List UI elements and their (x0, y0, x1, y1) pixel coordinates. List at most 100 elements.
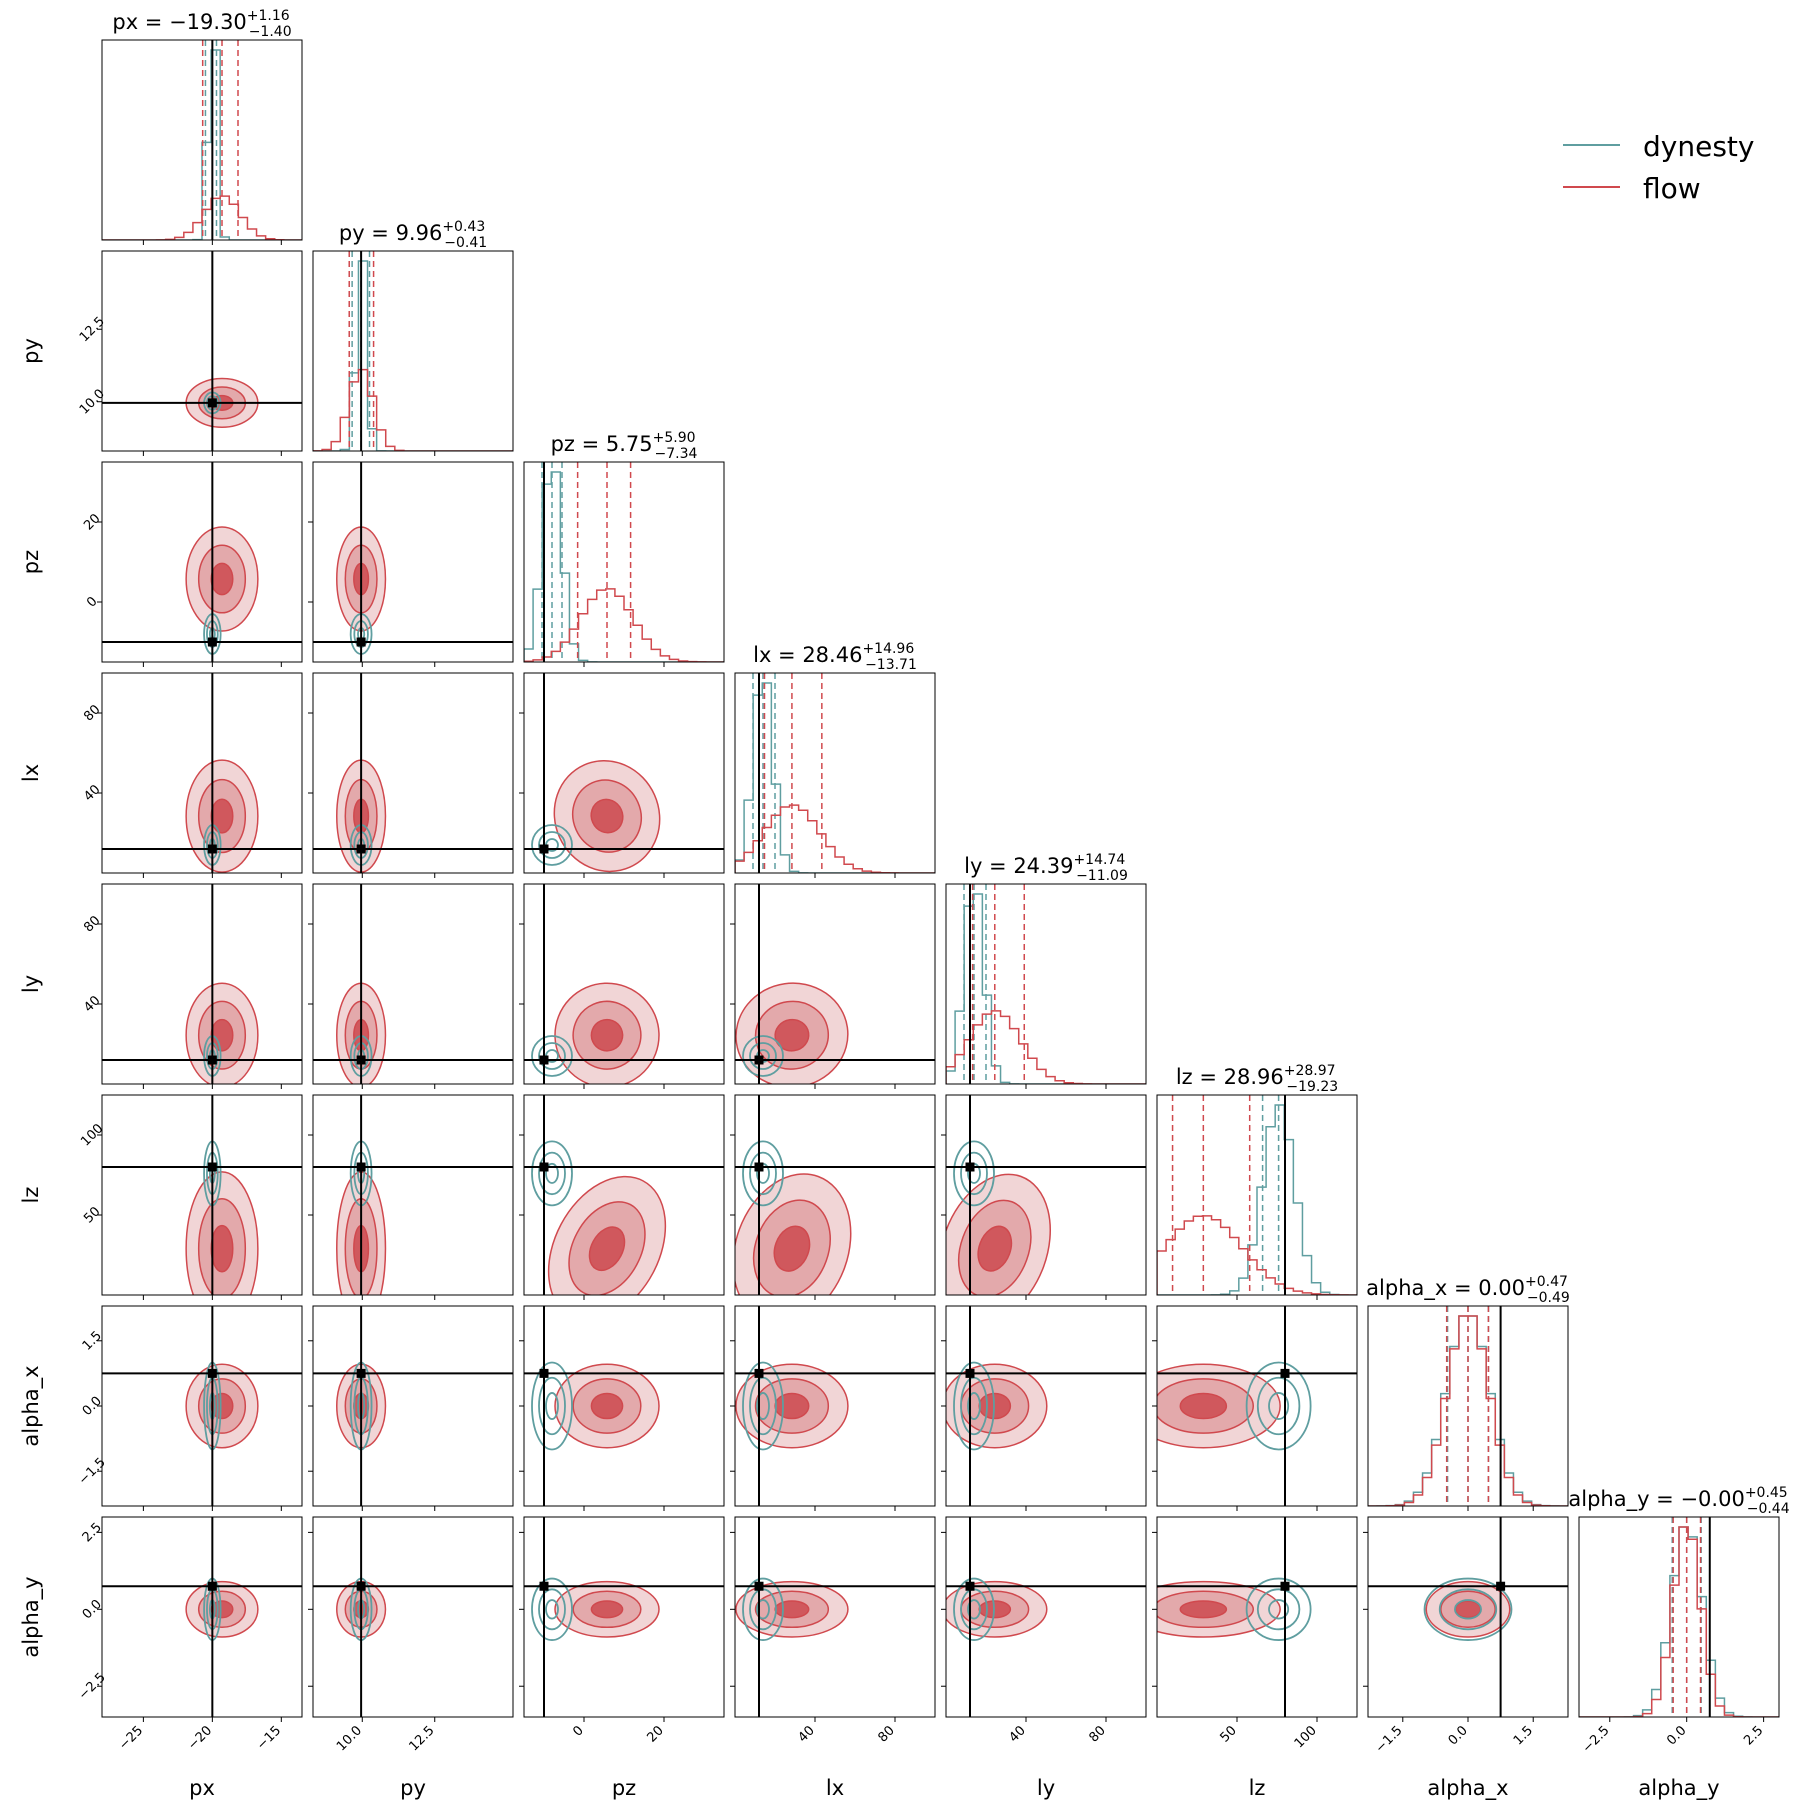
histogram-flow-lz (1157, 1215, 1357, 1295)
truth-marker (539, 1055, 549, 1065)
truth-marker (356, 1055, 366, 1065)
panel-content (313, 1306, 513, 1506)
panel-py-vs-py: py = 9.96+0.43 −0.41 (312, 219, 514, 456)
flow-contour-inner (590, 1018, 624, 1052)
dynesty-contour-0 (531, 824, 573, 866)
truth-marker (965, 1368, 975, 1378)
truth-marker (539, 1581, 549, 1591)
panel-lx-vs-lx: lx = 28.46+14.96 −13.71 (734, 641, 936, 878)
panel-content (102, 1095, 302, 1295)
flow-contour-inner (773, 1225, 811, 1272)
title-plus: +14.96 (862, 641, 914, 657)
panel-px-vs-px: px = −19.30+1.16 −1.40 (101, 8, 303, 245)
legend-label-dynesty: dynesty (1643, 130, 1754, 163)
panel-frame (734, 1516, 936, 1718)
dynesty-contour-1 (538, 1376, 566, 1436)
dynesty-contour-1 (749, 1042, 777, 1070)
panel-content (102, 884, 302, 1084)
title-value: py = 9.96 (339, 221, 442, 245)
truth-marker (539, 1368, 549, 1378)
truth-marker (754, 1055, 764, 1065)
panel-frame (523, 672, 725, 874)
x-axis-label-ly: ly (1037, 1776, 1055, 1800)
dynesty-contour-1 (749, 1151, 777, 1196)
x-axis-label-alpha_y: alpha_y (1638, 1776, 1719, 1801)
dynesty-contour-2 (756, 1599, 770, 1620)
dynesty-contour-1 (538, 1042, 566, 1070)
panel-content (1157, 1306, 1357, 1506)
dynesty-contour-2 (1454, 1599, 1482, 1620)
panel-alpha_y-vs-alpha_y: alpha_y = −0.00+0.45 −0.44−2.5 0.0 2.5 (1568, 1485, 1789, 1756)
dynesty-contour-2 (545, 1599, 559, 1620)
flow-contour-inner (774, 1600, 810, 1619)
panel-content (524, 1517, 724, 1717)
dynesty-contour-0 (531, 1361, 573, 1451)
title-minus: −7.34 (655, 446, 698, 462)
dynesty-contour-2 (967, 1599, 981, 1620)
x-axis-label-lz: lz (1249, 1776, 1266, 1800)
dynesty-contour-2 (1268, 1392, 1290, 1420)
dynesty-contour-2 (545, 1392, 559, 1420)
dynesty-contour-0 (531, 1035, 573, 1077)
histogram-dynesty-px (102, 49, 302, 240)
title-lx: lx = 28.46+14.96 −13.71 (753, 641, 917, 673)
panel-alpha_x-vs-ly (941, 1305, 1147, 1511)
panel-frame (523, 461, 725, 663)
panel-frame (523, 883, 725, 1085)
y-axis-label-lz: lz (19, 1187, 43, 1204)
dynesty-contour-2 (1268, 1599, 1290, 1620)
panel-frame (101, 461, 303, 663)
panel-content (735, 1306, 935, 1506)
panel-frame (945, 1094, 1147, 1296)
truth-marker (207, 1368, 217, 1378)
panel-lz-vs-ly (941, 1094, 1147, 1300)
panel-content (102, 673, 302, 873)
truth-marker (356, 1162, 366, 1172)
panel-lz-vs-lx (730, 1094, 936, 1300)
panel-content (946, 1095, 1146, 1295)
dynesty-contour-2 (545, 1162, 559, 1184)
truth-marker (356, 1581, 366, 1591)
panel-frame (523, 1094, 725, 1296)
truth-marker (1280, 1581, 1290, 1591)
flow-contour-inner (774, 1018, 810, 1052)
x-axis-label-py: py (400, 1776, 426, 1800)
truth-marker (207, 844, 217, 854)
title-plus: +0.43 (442, 219, 485, 235)
dynesty-contour-0 (1245, 1577, 1312, 1641)
panel-content (946, 1517, 1146, 1717)
flow-contour-inner (1179, 1392, 1228, 1420)
truth-marker (965, 1162, 975, 1172)
title-minus: −0.41 (444, 235, 487, 251)
panel-frame (101, 250, 303, 452)
x-axis-label-px: px (189, 1776, 215, 1800)
panel-alpha_y-vs-lx: 40 80 (730, 1516, 936, 1746)
title-plus: +28.97 (1284, 1063, 1336, 1079)
flow-contour-inner (1179, 1600, 1228, 1619)
title-py: py = 9.96+0.43 −0.41 (339, 219, 487, 251)
truth-marker (207, 1055, 217, 1065)
title-minus: −11.09 (1076, 868, 1128, 884)
panel-ly-vs-ly: ly = 24.39+14.74 −11.09 (945, 852, 1147, 1089)
panel-content (313, 462, 513, 662)
truth-marker (207, 637, 217, 647)
panel-content (524, 1095, 724, 1295)
y-axis-label-pz: pz (19, 550, 43, 574)
panel-content (102, 1517, 302, 1717)
title-value: alpha_y = −0.00 (1568, 1487, 1744, 1512)
title-plus: +0.45 (1745, 1485, 1788, 1501)
dynesty-contour-0 (742, 1140, 784, 1207)
title-minus: −0.44 (1747, 1501, 1790, 1517)
panel-content (313, 884, 513, 1084)
panel-content (313, 673, 513, 873)
panel-content (946, 884, 1146, 1084)
truth-marker (356, 637, 366, 647)
title-value: pz = 5.75 (551, 432, 653, 456)
panel-content (735, 884, 935, 1084)
panel-content (102, 251, 302, 451)
panel-frame (734, 1094, 936, 1296)
truth-marker (539, 844, 549, 854)
truth-marker (207, 1581, 217, 1591)
title-value: lx = 28.46 (753, 643, 862, 667)
